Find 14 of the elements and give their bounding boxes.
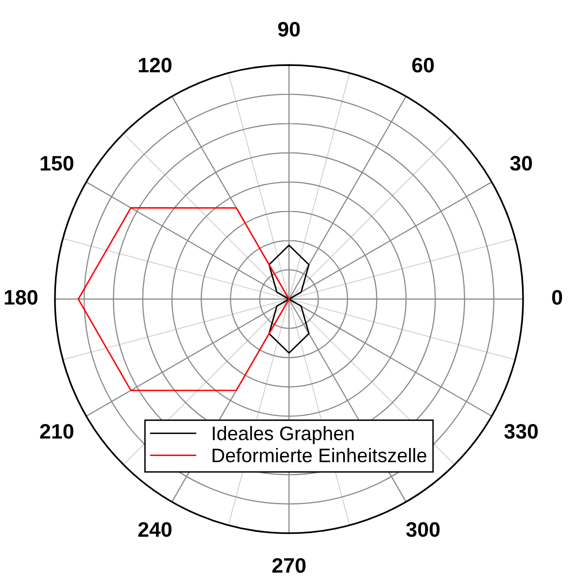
spoke-label: 300 [406, 522, 440, 537]
spoke-label: 210 [40, 424, 74, 439]
spoke-label: 120 [138, 58, 172, 73]
legend-label: Deformierte Einheitszelle [212, 448, 426, 462]
spoke-label: 60 [412, 58, 434, 73]
legend-label: Ideales Graphen [212, 426, 354, 444]
spoke-label: 30 [510, 156, 532, 171]
spoke-label: 180 [4, 290, 38, 305]
spoke-label: 90 [278, 22, 300, 37]
spoke-label: 240 [138, 522, 172, 537]
spoke-label: 0 [552, 290, 562, 305]
spoke-label: 150 [40, 156, 74, 171]
spoke-label: 330 [504, 424, 538, 439]
spoke-label: 270 [272, 558, 306, 573]
